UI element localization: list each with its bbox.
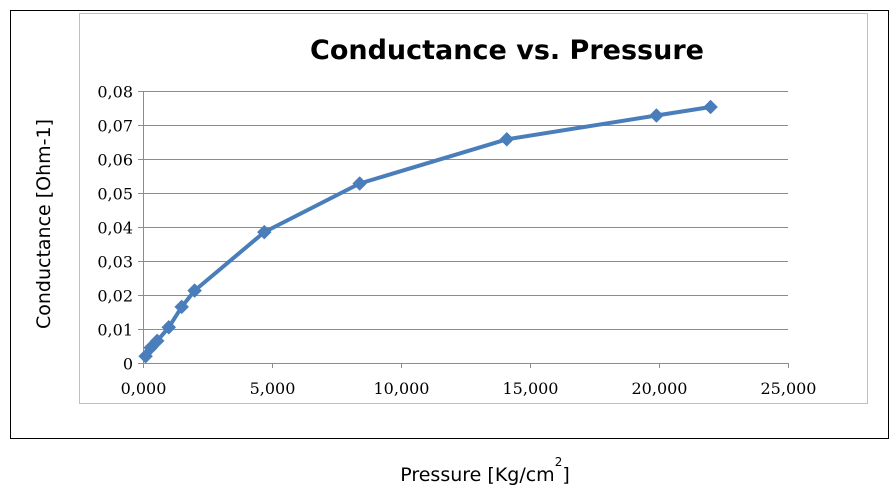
data-point-marker (174, 299, 190, 315)
data-point-marker (149, 333, 165, 349)
y-tick-label: 0,08 (97, 83, 133, 102)
x-axis-label-unit-exponent: 2 (554, 455, 563, 469)
y-tick-label: 0,06 (97, 151, 133, 170)
data-point-marker (256, 224, 272, 240)
data-point-marker (161, 319, 177, 335)
data-point-marker (187, 283, 202, 298)
y-tick-label: 0,01 (97, 321, 133, 340)
data-series (138, 99, 718, 364)
y-tick-label: 0,02 (97, 287, 133, 306)
y-tick-label: 0,07 (97, 117, 133, 136)
y-tick-label: 0,05 (97, 185, 133, 204)
axes (138, 91, 789, 368)
x-axis-label-name: Pressure (400, 464, 482, 486)
y-axis-label: Conductance [Ohm-1] (33, 119, 55, 329)
data-point-marker (352, 176, 368, 191)
y-tick-label: 0 (123, 355, 133, 374)
data-point-marker (649, 108, 664, 123)
data-point-marker (703, 99, 718, 115)
y-tick-label: 0,03 (97, 253, 133, 272)
x-tick-labels: 0,000 5,000 10,000 15,000 20,000 25,000 (121, 379, 817, 398)
chart-title: Conductance vs. Pressure (310, 35, 704, 66)
x-tick-label: 10,000 (374, 379, 430, 398)
x-tick-label: 15,000 (503, 379, 559, 398)
x-axis-label: Pressure [Kg/cm2] (0, 456, 896, 486)
series-line (143, 105, 713, 359)
x-axis-label-unit-close: ] (562, 464, 570, 486)
y-tick-labels: 0 0,01 0,02 0,03 0,04 0,05 0,06 0,07 0,08 (97, 83, 133, 374)
grid-lines (143, 91, 788, 330)
x-tick-label: 5,000 (250, 379, 296, 398)
y-tick-label: 0,04 (97, 219, 133, 238)
chart-inner-frame (79, 13, 868, 404)
x-tick-label: 20,000 (632, 379, 688, 398)
x-tick-label: 0,000 (121, 379, 167, 398)
x-axis-label-unit: [Kg/cm (487, 464, 555, 486)
chart-outer-frame (10, 10, 889, 439)
x-tick-label: 25,000 (761, 379, 817, 398)
data-point-marker (499, 131, 515, 147)
